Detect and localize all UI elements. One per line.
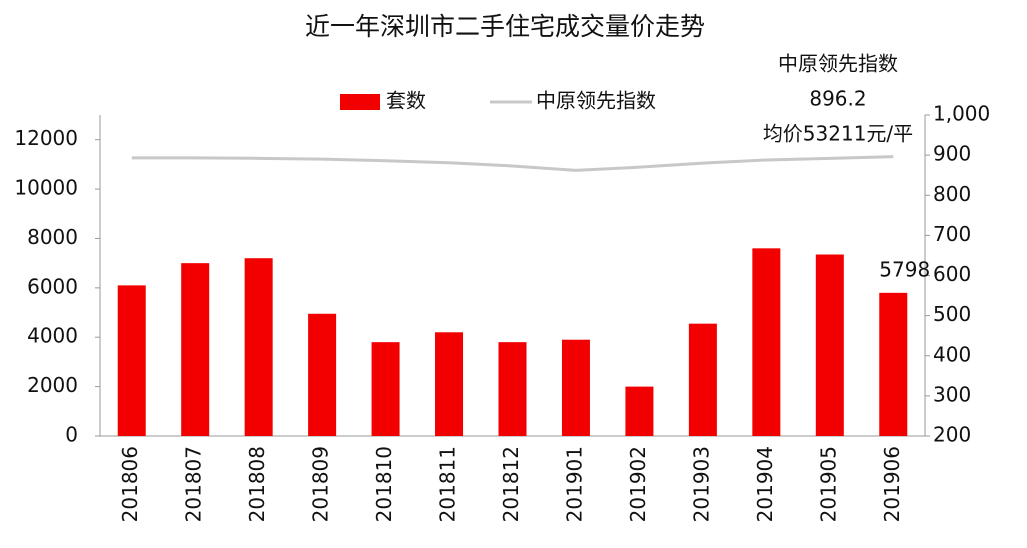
bar [879, 292, 908, 436]
x-tick-label: 201906 [880, 446, 904, 522]
bar [435, 332, 464, 436]
x-tick-label: 201809 [309, 446, 333, 522]
y2-tick-label: 800 [933, 182, 971, 206]
y-tick-label: 10000 [14, 176, 78, 200]
y-tick-label: 4000 [27, 324, 78, 348]
x-tick-label: 201808 [245, 446, 269, 522]
x-tick-label: 201806 [118, 446, 142, 522]
y-tick-label: 0 [65, 423, 78, 447]
x-tick-label: 201810 [372, 446, 396, 522]
y2-tick-label: 700 [933, 222, 971, 246]
y2-tick-label: 500 [933, 302, 971, 326]
chart-title: 近一年深圳市二手住宅成交量价走势 [305, 12, 705, 41]
bar [244, 258, 273, 436]
y2-tick-label: 600 [933, 262, 971, 286]
y2-tick-label: 300 [933, 382, 971, 406]
y-tick-label: 12000 [14, 126, 78, 150]
x-tick-label: 201807 [182, 446, 206, 522]
x-tick-label: 201812 [499, 446, 523, 522]
bar [371, 342, 400, 436]
x-tick-label: 201905 [816, 446, 840, 522]
y-tick-label: 8000 [27, 225, 78, 249]
bar [815, 254, 844, 436]
legend-label: 中原领先指数 [536, 89, 656, 113]
bar [117, 285, 146, 436]
data-label: 896.2 [809, 87, 866, 111]
bar [625, 386, 654, 436]
x-tick-label: 201811 [436, 446, 460, 522]
y-tick-label: 6000 [27, 274, 78, 298]
y2-tick-label: 200 [933, 423, 971, 447]
y2-tick-label: 900 [933, 142, 971, 166]
x-tick-label: 201904 [753, 446, 777, 522]
legend-swatch [340, 94, 380, 110]
bar [181, 263, 210, 436]
legend-label: 套数 [386, 89, 426, 113]
bar [688, 323, 717, 436]
x-tick-label: 201901 [562, 446, 586, 522]
annotation: 中原领先指数 [778, 52, 898, 76]
bar [752, 248, 781, 436]
annotation: 均价53211元/平 [763, 122, 913, 146]
bar [498, 342, 527, 436]
bar [561, 339, 590, 436]
y-tick-label: 2000 [27, 373, 78, 397]
data-label: 5798 [879, 257, 930, 281]
x-tick-label: 201903 [689, 446, 713, 522]
y2-tick-label: 400 [933, 342, 971, 366]
y2-tick-label: 1,000 [933, 102, 990, 126]
bar [308, 313, 337, 436]
line [131, 155, 894, 172]
x-tick-label: 201902 [626, 446, 650, 522]
